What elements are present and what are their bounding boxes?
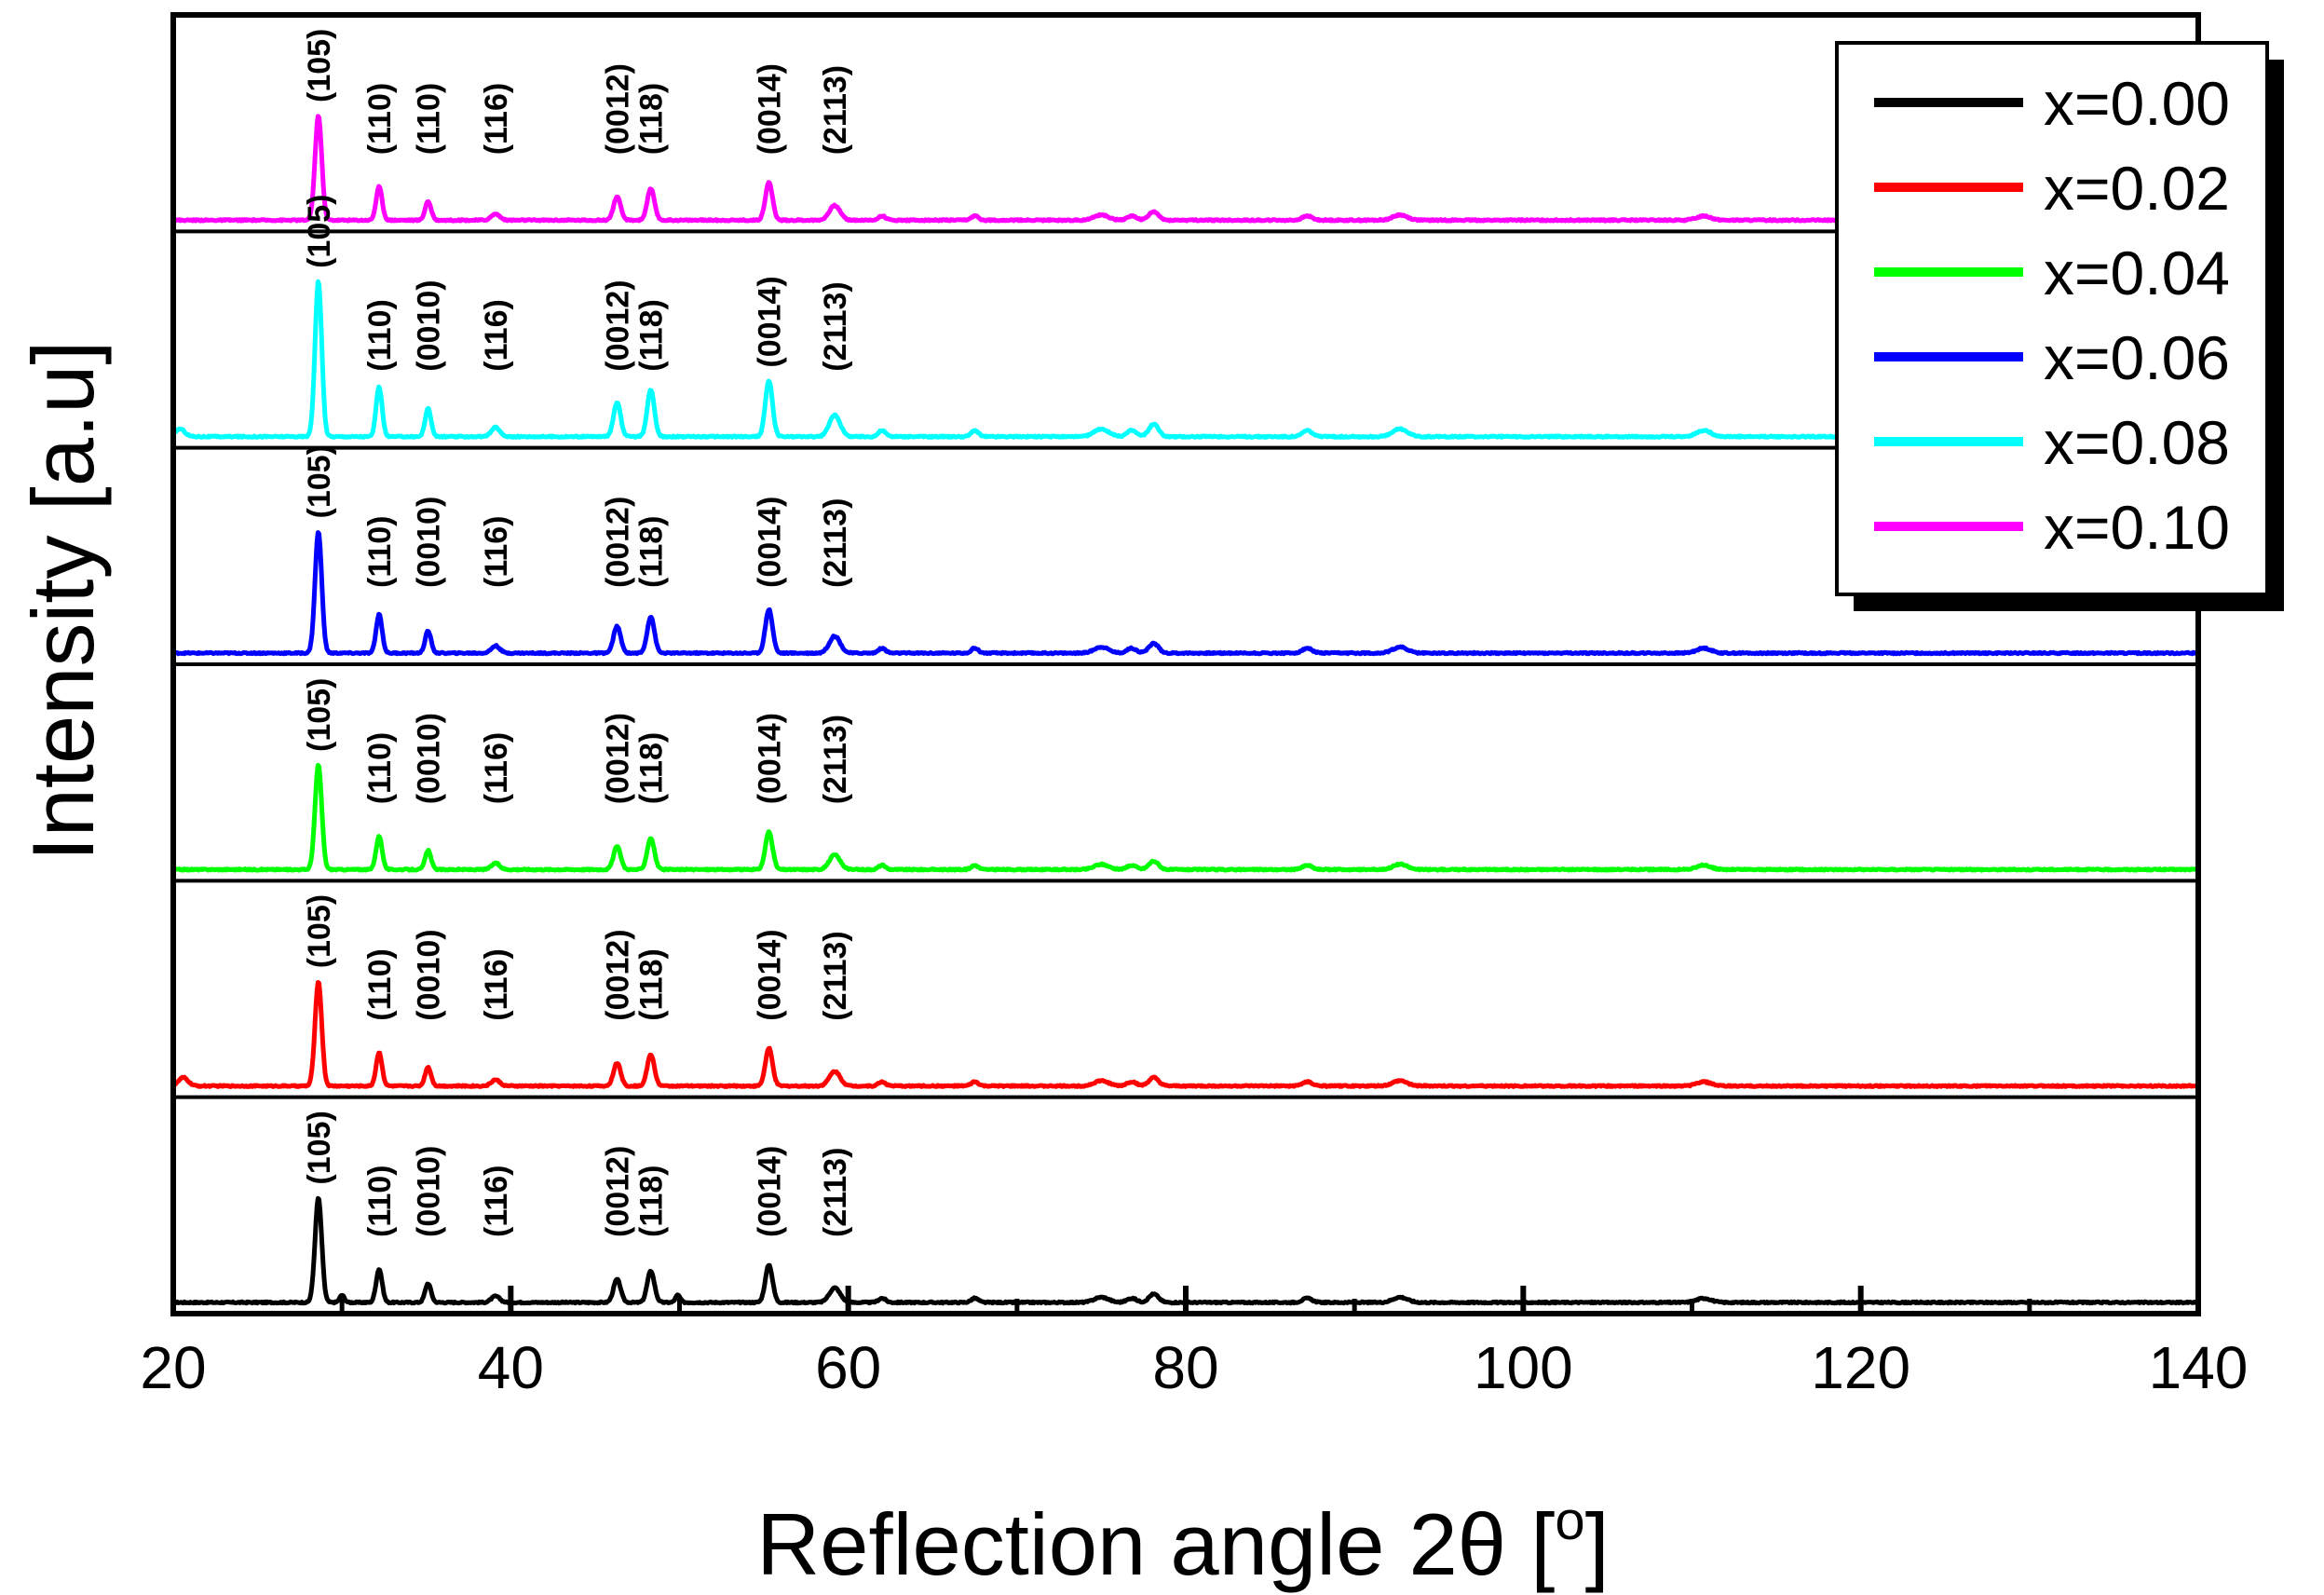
peak-label: (110) xyxy=(362,732,398,805)
peak-label: (116) xyxy=(479,516,514,589)
peak-label: (118) xyxy=(634,83,670,156)
x-tick-label: 60 xyxy=(815,1334,881,1401)
peak-label: (2113) xyxy=(818,498,853,588)
peak-label: (118) xyxy=(634,1166,670,1238)
peak-label: (105) xyxy=(302,195,337,268)
peak-label: (0014) xyxy=(753,929,788,1020)
peak-label: (105) xyxy=(302,1111,337,1184)
peak-label: (105) xyxy=(302,444,337,518)
legend-entry: x=0.02 xyxy=(2044,154,2230,223)
legend-entry: x=0.10 xyxy=(2044,493,2230,562)
peak-label: (110) xyxy=(362,948,398,1021)
peak-label: (0010) xyxy=(412,713,447,804)
y-axis-title: Intensity [a.u] xyxy=(14,340,112,861)
legend-box xyxy=(1835,41,2269,596)
x-axis-title: Reflection angle 2θ [o] xyxy=(756,1491,1609,1593)
peak-label: (110) xyxy=(362,516,398,589)
peak-label: (0010) xyxy=(412,279,447,371)
peak-label: (2113) xyxy=(818,65,853,155)
peak-labels-group: (105)(110) (0010) (116) (0012)(118) (0014) (2… xyxy=(302,29,853,1237)
peak-label: (0012) xyxy=(601,279,636,371)
peak-label: (116) xyxy=(479,83,514,156)
peak-label: (0014) xyxy=(753,276,788,367)
peak-label: (0012) xyxy=(601,63,636,155)
peak-label: (118) xyxy=(634,948,670,1021)
peak-label: (0014) xyxy=(753,63,788,155)
x-tick-label: 100 xyxy=(1474,1334,1573,1401)
peak-label: (0014) xyxy=(753,713,788,804)
legend-entry: x=0.08 xyxy=(2044,408,2230,477)
x-axis-ticks: 20 40 60 80 100 120 140 xyxy=(140,1286,2248,1401)
peak-label: (110) xyxy=(362,1166,398,1238)
peak-label: (118) xyxy=(634,299,670,372)
legend-entry: x=0.00 xyxy=(2044,69,2230,138)
peak-label: (105) xyxy=(302,894,337,968)
peak-label: (0012) xyxy=(601,497,636,588)
trace-x-0_04 xyxy=(171,762,2200,873)
peak-label: (2113) xyxy=(818,1148,853,1237)
peak-label: (2113) xyxy=(818,715,853,804)
trace-x-0_02 xyxy=(171,980,2200,1089)
peak-label: (118) xyxy=(634,732,670,805)
peak-label: (0014) xyxy=(753,497,788,588)
peak-label: (0012) xyxy=(601,1146,636,1237)
x-tick-label: 20 xyxy=(140,1334,206,1401)
peak-label: (0012) xyxy=(601,713,636,804)
peak-label: (0012) xyxy=(601,929,636,1020)
x-tick-label: 140 xyxy=(2149,1334,2249,1401)
peak-label: (110) xyxy=(362,299,398,372)
peak-label: (110) xyxy=(362,83,398,156)
legend-entry: x=0.06 xyxy=(2044,323,2230,392)
peak-label: (116) xyxy=(479,732,514,805)
peak-label: (116) xyxy=(479,948,514,1021)
x-tick-label: 120 xyxy=(1811,1334,1910,1401)
peak-label: (116) xyxy=(479,1166,514,1238)
peak-label: (0010) xyxy=(412,1146,447,1237)
peak-label: (105) xyxy=(302,678,337,752)
legend-entry: x=0.04 xyxy=(2044,239,2230,307)
peak-label: (116) xyxy=(479,299,514,372)
legend: x=0.00 x=0.02 x=0.04 x=0.06 x=0.08 x=0.10 xyxy=(1835,41,2284,611)
panels-group xyxy=(173,229,2198,1099)
peak-label: (0014) xyxy=(753,1146,788,1237)
x-tick-label: 40 xyxy=(478,1334,544,1401)
peak-label: (0010) xyxy=(412,497,447,588)
peak-label: (0010) xyxy=(412,929,447,1020)
peak-label: (118) xyxy=(634,516,670,589)
peak-label: (2113) xyxy=(818,281,853,371)
peak-label: (2113) xyxy=(818,931,853,1020)
trace-x-0_06 xyxy=(171,530,2200,657)
x-tick-label: 80 xyxy=(1152,1334,1218,1401)
peak-label: (105) xyxy=(302,29,337,102)
peak-label: (110) xyxy=(412,83,447,156)
